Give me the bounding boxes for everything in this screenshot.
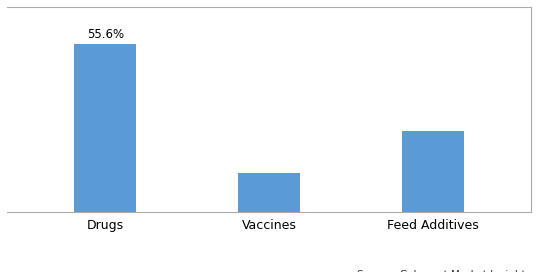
Text: 55.6%: 55.6% <box>87 28 124 41</box>
Bar <box>238 173 300 212</box>
Bar <box>402 131 464 212</box>
Text: Source: Coherent Market Insights: Source: Coherent Market Insights <box>357 270 531 272</box>
Bar <box>74 44 136 212</box>
